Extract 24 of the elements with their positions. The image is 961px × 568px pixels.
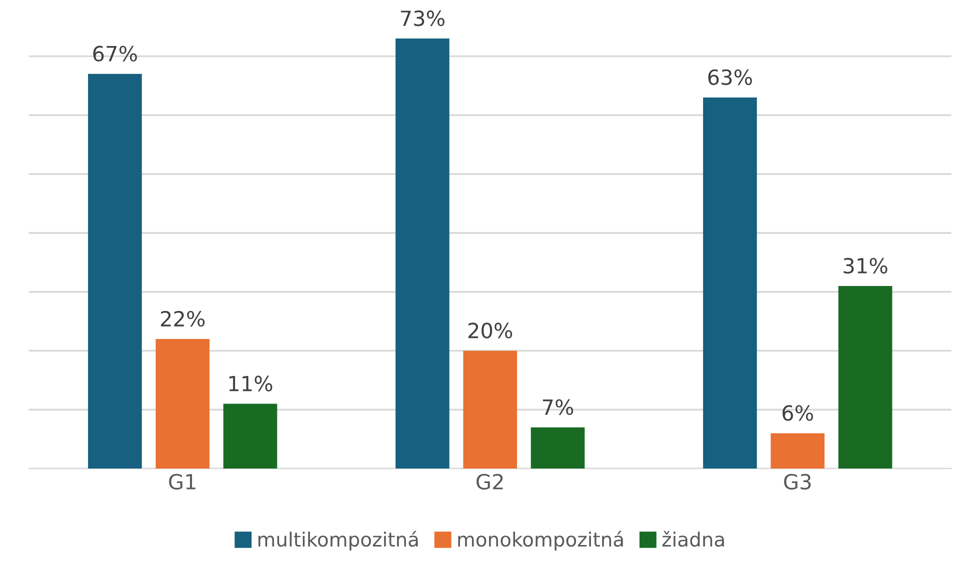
data-label: 7% [542,399,574,415]
data-label: 11% [229,376,272,392]
x-tick-label: G1 [169,474,196,490]
data-label: 67% [93,46,137,62]
bar [463,350,518,469]
x-tick-label: G2 [476,474,503,490]
data-label: 63% [708,69,752,86]
legend-label: monokompozitná [458,530,623,550]
bar [156,338,210,469]
data-label: 31% [844,258,888,274]
data-label: 73% [401,10,444,26]
bar [88,74,142,469]
data-label: 20% [468,322,512,338]
bar [223,404,278,469]
data-label: 22% [160,310,205,327]
x-tick-label: G3 [784,474,811,490]
legend-label: žiadna [662,530,724,547]
legend-label: multikompozitná [258,530,418,550]
bar [396,38,450,469]
bar [530,427,585,469]
bar [770,433,825,469]
bar [838,286,892,469]
bar [703,97,757,469]
data-label: 6% [782,405,814,421]
